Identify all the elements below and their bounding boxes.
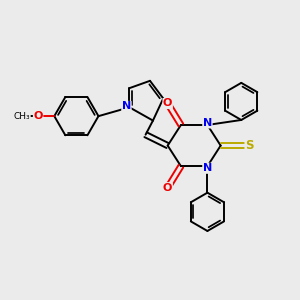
Text: S: S [245,139,254,152]
Text: N: N [203,118,212,128]
Text: O: O [163,98,172,109]
Text: CH₃: CH₃ [14,112,30,121]
Text: N: N [122,101,131,111]
Text: N: N [203,163,212,173]
Text: O: O [33,111,43,121]
Text: O: O [163,183,172,193]
